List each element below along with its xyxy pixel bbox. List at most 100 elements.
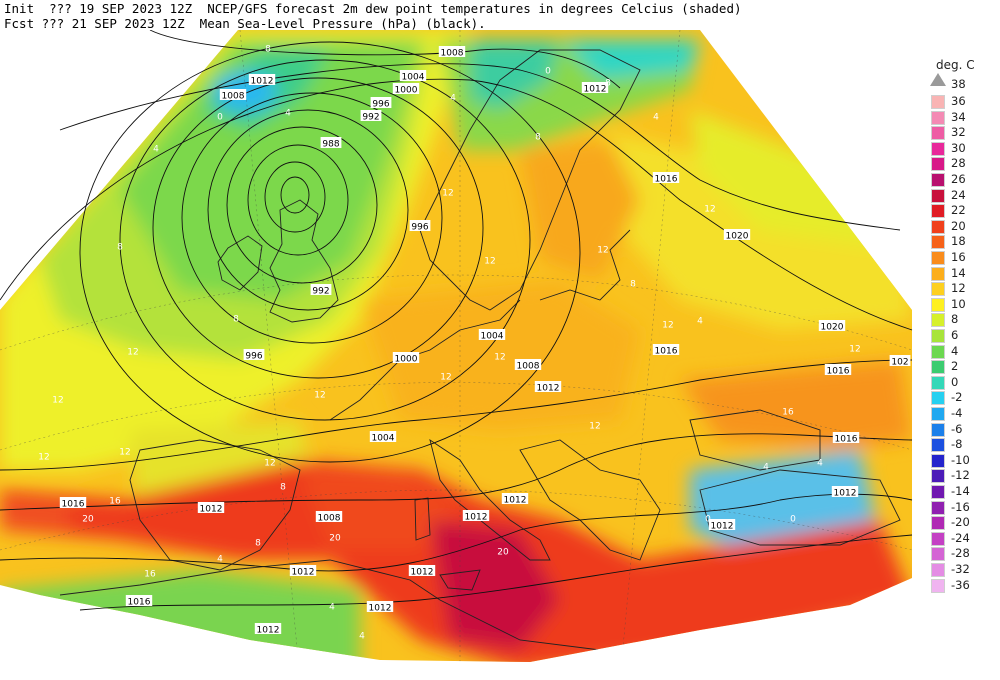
legend-entry: 4 bbox=[928, 344, 998, 360]
svg-text:16: 16 bbox=[144, 570, 156, 580]
legend-label: 20 bbox=[951, 218, 966, 233]
dewpoint-contour-label: 8 bbox=[630, 280, 636, 290]
legend-label: -14 bbox=[951, 484, 970, 498]
svg-text:12: 12 bbox=[127, 348, 138, 358]
legend-label: 24 bbox=[951, 187, 966, 202]
svg-text:4: 4 bbox=[285, 109, 291, 119]
dewpoint-contour-label: 4 bbox=[329, 603, 335, 613]
legend-entry: -12 bbox=[928, 468, 998, 484]
legend-entry: 22 bbox=[928, 203, 998, 219]
isobar-label: 996 bbox=[409, 220, 431, 233]
great-britain-outline bbox=[269, 199, 339, 323]
balkans-outline bbox=[519, 439, 661, 561]
dewpoint-contour-label: 4 bbox=[359, 632, 365, 642]
legend-label: 18 bbox=[951, 234, 966, 249]
svg-text:1012: 1012 bbox=[711, 522, 734, 532]
legend-entry: -6 bbox=[928, 422, 998, 438]
legend-label: -28 bbox=[951, 546, 970, 561]
legend-entry: -10 bbox=[928, 453, 998, 469]
legend-entry: -28 bbox=[928, 546, 998, 562]
dewpoint-contour-label: 8 bbox=[117, 243, 123, 253]
legend-label: -20 bbox=[951, 515, 970, 530]
dewpoint-contour-label: 12 bbox=[52, 396, 63, 406]
svg-text:4: 4 bbox=[359, 632, 365, 642]
legend-entry: 2 bbox=[928, 359, 998, 375]
svg-text:4: 4 bbox=[817, 459, 823, 469]
svg-text:1012: 1012 bbox=[465, 513, 488, 523]
svg-text:102: 102 bbox=[891, 358, 908, 368]
isobar-label: 1012 bbox=[408, 565, 436, 578]
svg-text:8: 8 bbox=[280, 483, 286, 493]
isobar-label: 1016 bbox=[59, 497, 87, 510]
dewpoint-contour-label: 12 bbox=[119, 448, 130, 458]
dewpoint-contour-label: 12 bbox=[38, 453, 49, 463]
legend-swatch bbox=[931, 531, 945, 546]
isobar-label: 992 bbox=[310, 284, 332, 297]
svg-text:0: 0 bbox=[545, 67, 551, 77]
legend-label: 30 bbox=[951, 140, 966, 155]
ireland-outline bbox=[217, 235, 263, 291]
svg-text:16: 16 bbox=[109, 497, 121, 507]
chart-title-line-1: Init ??? 19 SEP 2023 12Z NCEP/GFS foreca… bbox=[4, 1, 742, 16]
svg-text:1000: 1000 bbox=[395, 355, 418, 365]
dewpoint-contour-label: 12 bbox=[127, 348, 138, 358]
legend-label: 0 bbox=[951, 374, 959, 389]
dewpoint-contour-label: 8 bbox=[265, 45, 271, 55]
legend-swatch bbox=[931, 547, 945, 562]
svg-text:0: 0 bbox=[217, 113, 223, 123]
dewpoint-contour-label: 8 bbox=[233, 315, 239, 325]
legend-entry: -14 bbox=[928, 484, 998, 500]
svg-text:4: 4 bbox=[329, 603, 335, 613]
isobar-label: 1012 bbox=[534, 381, 562, 394]
dewpoint-contour-label: 12 bbox=[440, 373, 451, 383]
north-africa-coast bbox=[59, 559, 601, 651]
legend-swatch bbox=[931, 141, 945, 156]
svg-text:20: 20 bbox=[329, 534, 341, 544]
isobar-label: 1008 bbox=[315, 511, 343, 524]
legend-label: -36 bbox=[951, 577, 970, 592]
dewpoint-contour-label: 20 bbox=[82, 515, 94, 525]
legend-label: 22 bbox=[951, 203, 966, 218]
legend-label: -10 bbox=[951, 452, 970, 467]
legend-entry: -8 bbox=[928, 437, 998, 453]
legend-overflow-triangle bbox=[930, 73, 946, 86]
svg-text:1016: 1016 bbox=[655, 175, 678, 185]
graticule bbox=[0, 30, 912, 662]
isobar-label: 1012 bbox=[248, 74, 276, 87]
svg-text:992: 992 bbox=[312, 287, 329, 297]
legend-label: -16 bbox=[951, 499, 970, 514]
isobar-label: 1016 bbox=[652, 344, 680, 357]
isobar-label: 1008 bbox=[438, 46, 466, 59]
svg-text:20: 20 bbox=[497, 548, 509, 558]
svg-text:4: 4 bbox=[217, 555, 223, 565]
isobar-label: 1012 bbox=[197, 502, 225, 515]
svg-text:1004: 1004 bbox=[402, 73, 425, 83]
svg-text:1016: 1016 bbox=[128, 598, 151, 608]
isobar-label: 1016 bbox=[832, 432, 860, 445]
dewpoint-contour-label: 4 bbox=[653, 113, 659, 123]
legend-top-label: 38 bbox=[951, 77, 966, 91]
svg-text:996: 996 bbox=[245, 352, 262, 362]
svg-text:1012: 1012 bbox=[369, 604, 392, 614]
legend-entry: -32 bbox=[928, 562, 998, 578]
dewpoint-contour-label: 12 bbox=[494, 353, 505, 363]
dewpoint-contour-label: 4 bbox=[153, 145, 159, 155]
svg-text:16: 16 bbox=[782, 408, 794, 418]
svg-text:1016: 1016 bbox=[835, 435, 858, 445]
legend-entry: 24 bbox=[928, 188, 998, 204]
dewpoint-contour-label: 4 bbox=[817, 459, 823, 469]
legend-label: 28 bbox=[951, 156, 966, 171]
legend-label: 10 bbox=[951, 296, 966, 311]
dewpoint-shading bbox=[0, 30, 912, 662]
legend-swatch bbox=[931, 344, 945, 359]
legend-entry: -24 bbox=[928, 531, 998, 547]
svg-text:20: 20 bbox=[659, 645, 671, 655]
svg-text:8: 8 bbox=[233, 315, 239, 325]
legend-entry: -20 bbox=[928, 515, 998, 531]
legend-entry: 0 bbox=[928, 375, 998, 391]
isobar-labels: 1008 1012 1008 1004 1000 996 992 988 996 992 996 10… bbox=[59, 46, 911, 636]
baltic-coast bbox=[539, 229, 631, 301]
dewpoint-contour-label: 12 bbox=[264, 459, 275, 469]
svg-text:1012: 1012 bbox=[251, 77, 274, 87]
svg-text:4: 4 bbox=[653, 113, 659, 123]
